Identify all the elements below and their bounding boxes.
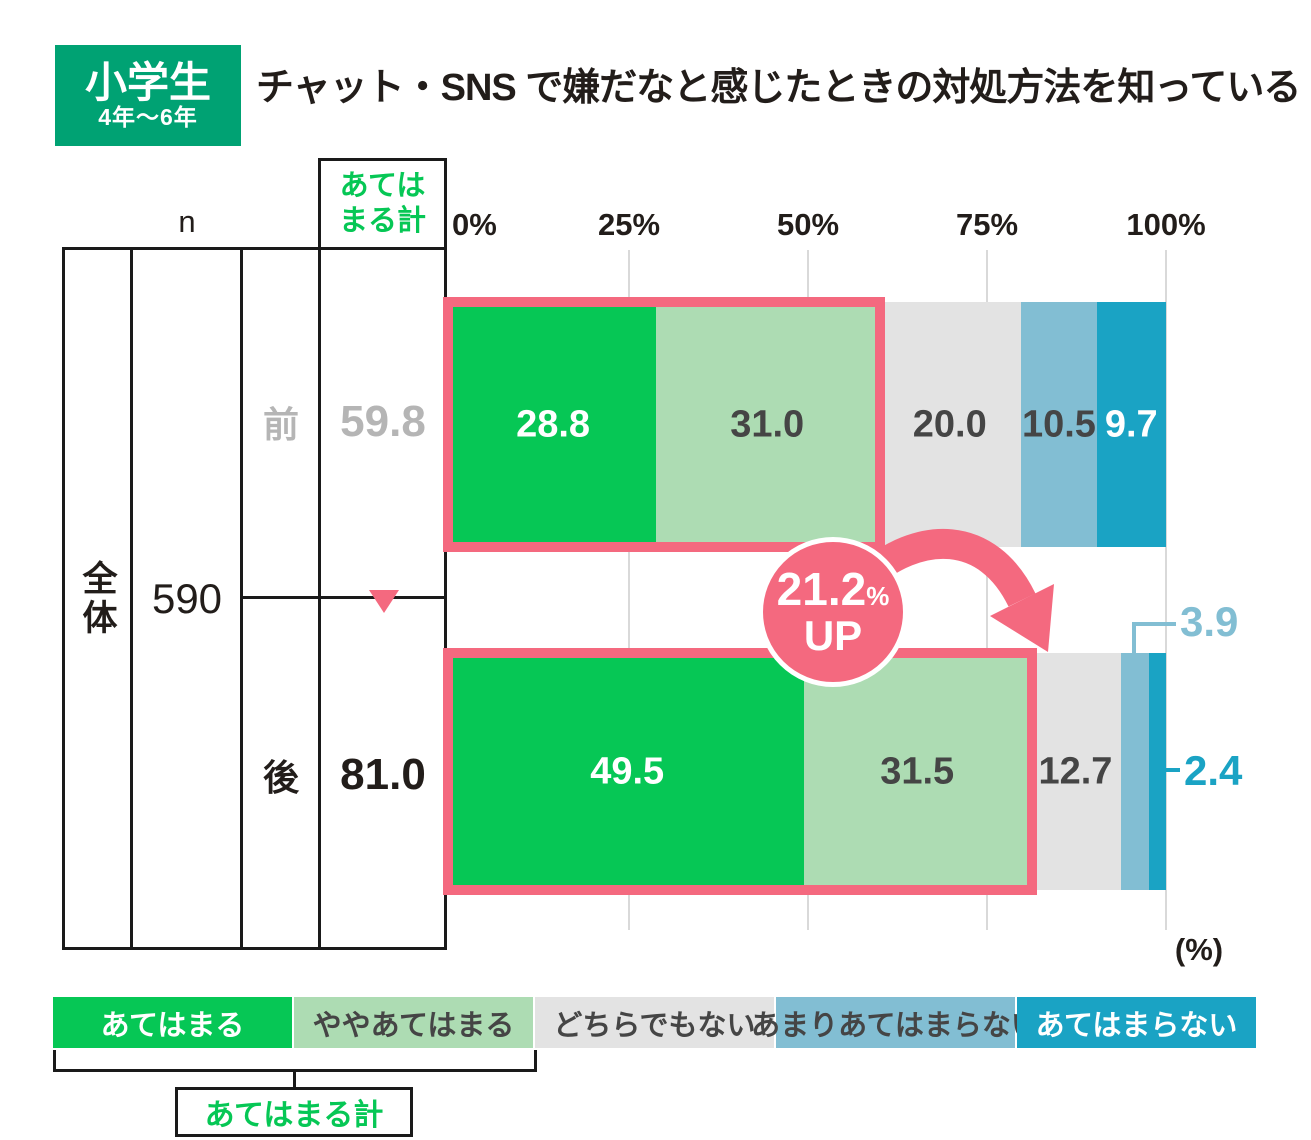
axis-tick-label: 75% (955, 207, 1019, 242)
bar-segment-before-5 (1096, 302, 1166, 547)
row-label-before: 前 (262, 404, 300, 445)
bar-segment-after-3 (1029, 653, 1121, 890)
table-hline (240, 596, 447, 599)
bar-segment-after-5 (1148, 653, 1166, 890)
total-column-header-line1: あては (339, 169, 426, 202)
bar-value-label: 10.5 (1021, 403, 1096, 445)
increase-badge: 21.2% UP (758, 537, 908, 687)
callout-value-teal: 2.4 (1184, 747, 1243, 794)
table-vline (130, 247, 133, 950)
legend-item-5: あてはまらない (1017, 997, 1256, 1048)
group-label: 全体 (77, 560, 117, 638)
grade-badge-title: 小学生 (84, 59, 211, 107)
grade-badge-subtitle: 4年〜6年 (98, 104, 198, 131)
axis-tick-label: 25% (597, 207, 661, 242)
bar-value-label: 20.0 (912, 403, 987, 445)
legend-item-4: あまりあてはまらない (751, 997, 1040, 1048)
increase-up-label: UP (803, 611, 863, 659)
bar-segment-before-2 (656, 302, 879, 547)
axis-tick-label: 100% (1126, 207, 1206, 242)
increase-value: 21.2 (776, 563, 867, 616)
bar-segment-before-3 (878, 302, 1022, 547)
bar-value-label: 9.7 (1104, 403, 1158, 445)
axis-unit-label: (%) (1174, 932, 1224, 967)
bar-value-label: 31.5 (880, 750, 955, 792)
grade-badge: 小学生 4年〜6年 (55, 45, 241, 146)
bar-value-label: 31.0 (730, 403, 805, 445)
total-column-header: あては まる計 (318, 158, 447, 250)
bar-segment-after-2 (804, 653, 1030, 890)
row-total-after: 81.0 (340, 750, 426, 799)
total-outline-before (443, 297, 886, 552)
gridline (628, 250, 630, 930)
row-total-before: 59.8 (340, 397, 426, 446)
increase-percent-sign: % (866, 581, 890, 612)
bar-segment-after-4 (1120, 653, 1149, 890)
bar-segment-before-1 (450, 302, 657, 547)
bracket-tick-left (53, 1050, 56, 1072)
axis-tick-label: 0% (452, 207, 497, 242)
callout-value-light-blue: 3.9 (1180, 598, 1239, 645)
callout-elbow-vertical (1132, 622, 1136, 653)
n-value: 590 (151, 575, 223, 622)
chart-title: チャット・SNS で嫌だなと感じたときの対処方法を知っている (256, 67, 1301, 109)
bracket-tick-right (534, 1050, 537, 1072)
bar-segment-after-1 (450, 653, 805, 890)
bracket-stem (293, 1069, 296, 1089)
bar-value-label: 49.5 (590, 750, 665, 792)
axis-tick-label: 50% (776, 207, 840, 242)
total-outline-after (443, 648, 1037, 895)
callout-dash (1161, 768, 1180, 772)
total-column-header-line2: まる計 (338, 205, 426, 237)
n-column-header: n (178, 204, 196, 239)
gridline (1165, 250, 1167, 930)
legend-item-3: どちらでもない (535, 997, 774, 1048)
legend-item-1: あてはまる (53, 997, 292, 1048)
callout-elbow-horizontal (1132, 622, 1176, 626)
bar-value-label: 12.7 (1038, 750, 1113, 792)
bar-value-label: 28.8 (516, 403, 591, 445)
legend-group-box: あてはまる計 (175, 1087, 413, 1137)
legend-item-2: ややあてはまる (294, 997, 533, 1048)
row-label-after: 後 (262, 757, 300, 798)
bar-segment-before-4 (1021, 302, 1097, 547)
increase-marker-icon (369, 590, 399, 613)
